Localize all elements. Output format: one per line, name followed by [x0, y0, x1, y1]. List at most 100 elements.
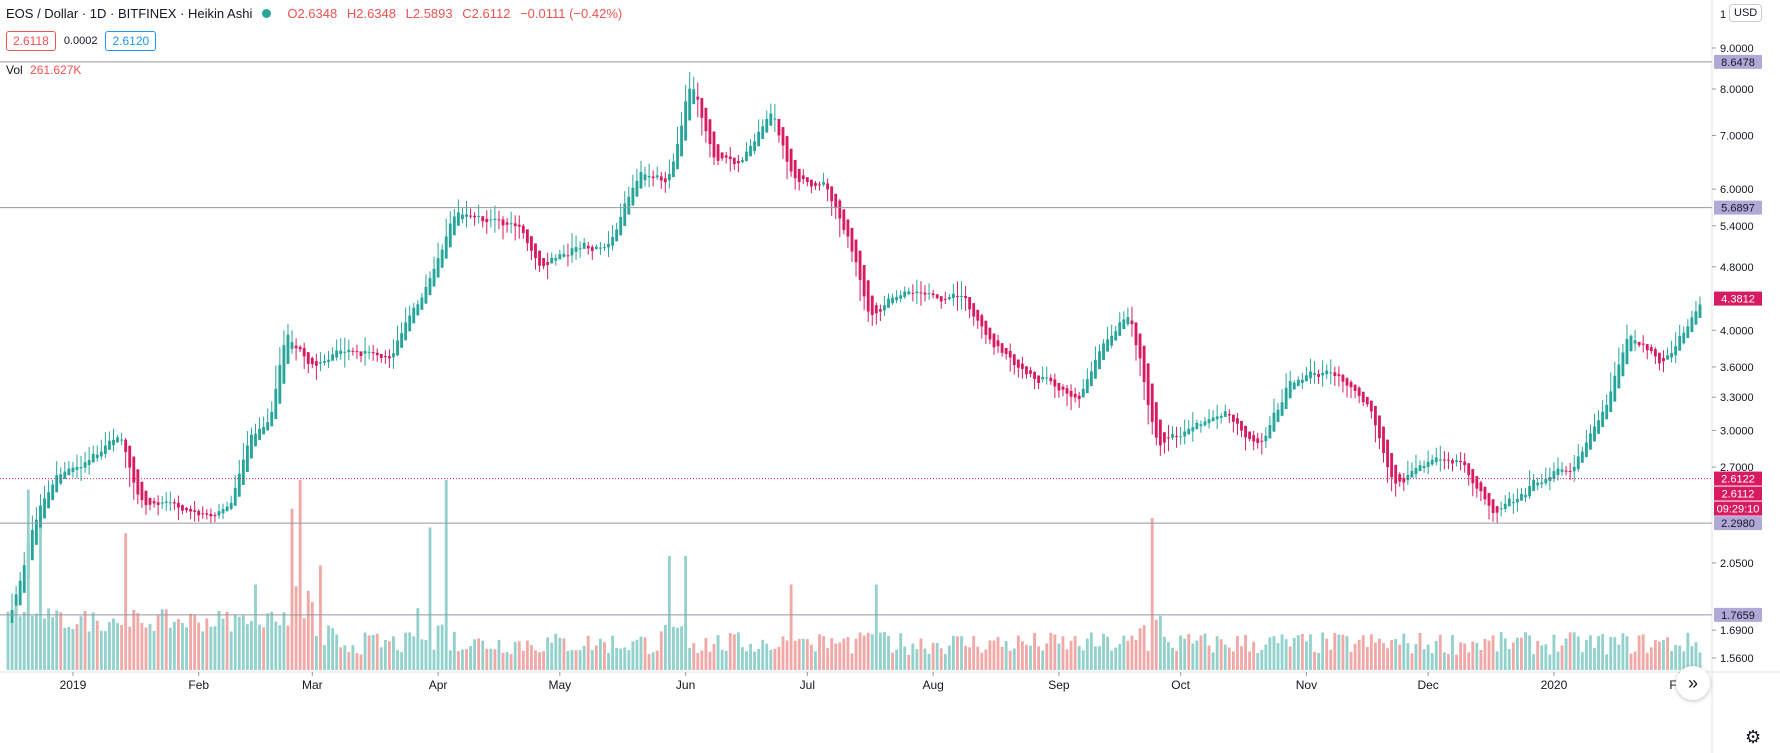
- volume-bar: [1171, 647, 1174, 670]
- volume-bar: [258, 624, 261, 670]
- candle-body: [310, 358, 314, 365]
- volume-bar: [1033, 632, 1036, 670]
- level-badge: [1714, 54, 1762, 69]
- candle-body: [1292, 382, 1296, 390]
- candle-body: [761, 126, 765, 139]
- volume-bar: [1081, 650, 1085, 670]
- candle-body: [1414, 468, 1418, 475]
- candle-body: [1195, 422, 1199, 430]
- symbol-title[interactable]: EOS / Dollar · 1D · BITFINEX · Heikin As…: [6, 6, 253, 21]
- buy-price-button[interactable]: 2.6120: [105, 31, 157, 51]
- volume-bar: [895, 649, 899, 670]
- candle-body: [1369, 400, 1373, 412]
- candle-body: [769, 113, 773, 126]
- volume-bar: [773, 648, 777, 670]
- volume-bar: [797, 638, 801, 670]
- candle-body: [1645, 344, 1649, 351]
- volume-bar: [712, 643, 716, 670]
- scroll-to-realtime-button[interactable]: »: [1676, 666, 1710, 700]
- candle-body: [797, 168, 801, 183]
- candle-body: [1053, 379, 1057, 387]
- candle-body: [245, 445, 249, 473]
- symbol-legend: EOS / Dollar · 1D · BITFINEX · Heikin As…: [6, 6, 628, 21]
- candle-body: [473, 215, 477, 218]
- volume-bar: [197, 622, 201, 670]
- current-price-badge: [1714, 486, 1762, 501]
- candle-body: [870, 295, 874, 316]
- volume-bar: [112, 618, 115, 670]
- candle-body: [229, 502, 233, 509]
- volume-bar: [1341, 634, 1345, 670]
- candle-body: [306, 352, 310, 364]
- volume-bar: [1398, 644, 1402, 670]
- market-status-dot-icon: [262, 9, 272, 18]
- candle-body: [1459, 461, 1463, 463]
- volume-bar: [667, 556, 671, 670]
- candle-body: [1219, 415, 1223, 418]
- volume-bar: [392, 636, 395, 670]
- volume-bar: [1451, 635, 1454, 670]
- candle-body: [980, 315, 984, 327]
- volume-bar: [1613, 637, 1617, 670]
- candle-body: [594, 246, 598, 249]
- candle-body: [1227, 414, 1231, 416]
- y-tick-label-top: 1: [1720, 9, 1726, 21]
- volume-bar: [286, 625, 290, 670]
- volume-bar: [1564, 638, 1568, 670]
- volume-bar: [1016, 635, 1020, 670]
- volume-bar: [47, 608, 50, 670]
- candle-body: [708, 119, 712, 145]
- candle-body: [1284, 387, 1288, 409]
- currency-button[interactable]: USD: [1729, 4, 1763, 22]
- y-tick-label: 3.0000: [1720, 425, 1754, 437]
- volume-bar: [1653, 639, 1657, 670]
- volume-bar: [960, 636, 963, 670]
- candle-body: [1674, 346, 1678, 356]
- trade-price-boxes: 2.6118 0.0002 2.6120: [6, 31, 157, 51]
- volume-bar: [582, 645, 586, 670]
- candle-body: [984, 320, 988, 335]
- candle-body: [716, 144, 720, 161]
- candle-body: [1073, 393, 1077, 398]
- candle-body: [258, 428, 261, 441]
- candle-body: [1524, 495, 1527, 498]
- candle-body: [1183, 431, 1187, 437]
- volume-bar: [1649, 647, 1653, 670]
- candle-body: [692, 89, 696, 105]
- candle-body: [1564, 470, 1568, 472]
- settings-gear-icon[interactable]: ⚙: [1745, 727, 1762, 747]
- volume-bar: [359, 654, 363, 670]
- candle-body: [132, 456, 136, 483]
- candle-body: [878, 309, 882, 312]
- volume-label[interactable]: Vol: [6, 63, 23, 77]
- candle-body: [570, 248, 574, 256]
- volume-bar: [761, 639, 765, 670]
- volume-bar: [1378, 638, 1381, 670]
- volume-bar: [1000, 646, 1004, 670]
- volume-bar: [1373, 642, 1377, 670]
- volume-bar: [420, 639, 424, 670]
- candle-body: [1378, 415, 1381, 439]
- volume-bar: [319, 565, 322, 670]
- candle-body: [513, 223, 517, 227]
- volume-bar: [1325, 638, 1329, 670]
- candle-body: [651, 176, 655, 179]
- volume-bar: [534, 650, 537, 670]
- volume-bar: [1430, 653, 1434, 670]
- volume-bar: [55, 610, 59, 670]
- sell-price-button[interactable]: 2.6118: [6, 31, 56, 51]
- candle-body: [286, 334, 290, 364]
- candle-body: [1641, 343, 1645, 345]
- volume-bar: [619, 648, 623, 670]
- volume-bar: [594, 645, 598, 670]
- candle-body: [1597, 420, 1600, 434]
- candle-body: [485, 218, 489, 223]
- volume-bar: [562, 638, 566, 670]
- candle-body: [404, 322, 408, 341]
- candle-body: [1520, 493, 1523, 501]
- volume-bar: [724, 650, 728, 670]
- volume-bar: [444, 480, 448, 670]
- volume-bar: [1524, 632, 1527, 670]
